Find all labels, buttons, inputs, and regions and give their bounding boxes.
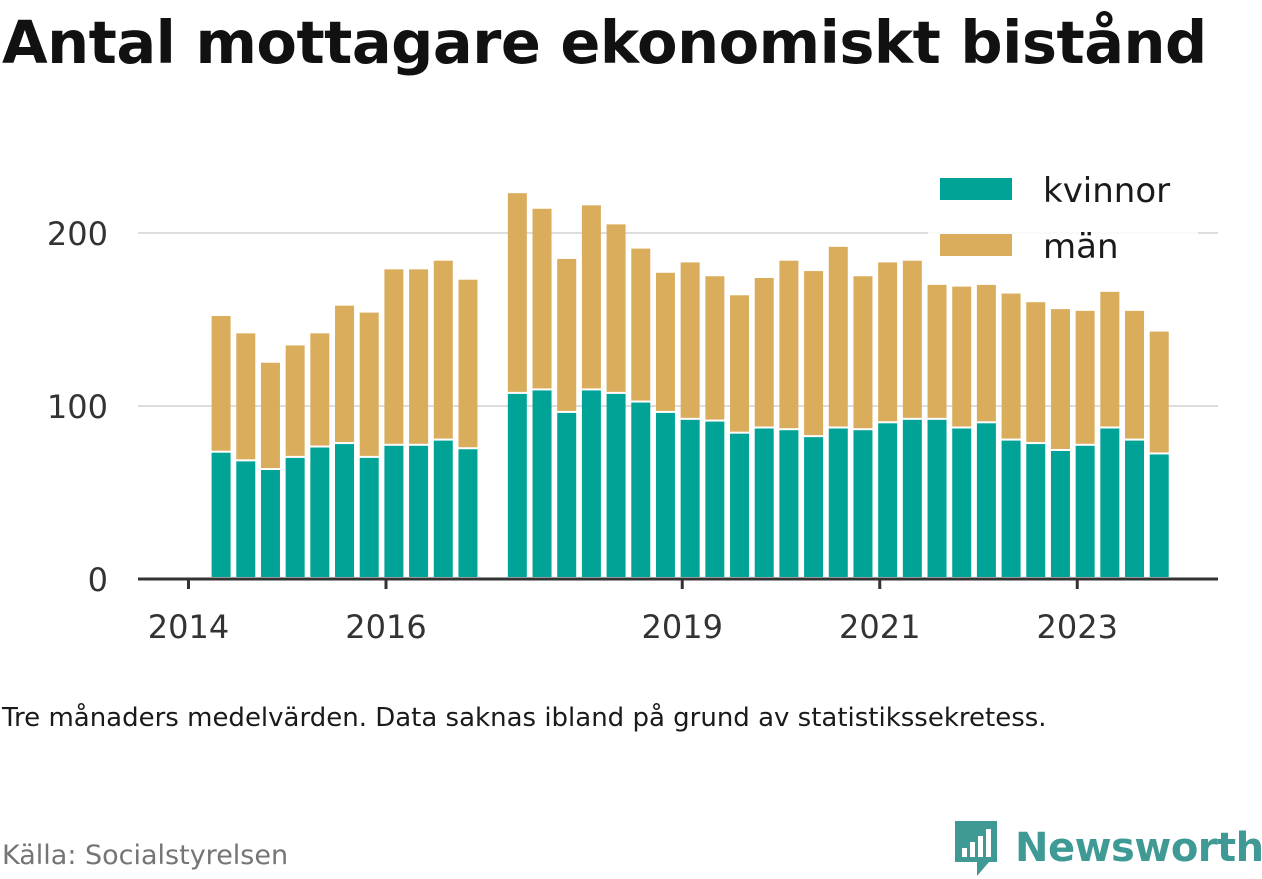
bar-kvinnor [730, 433, 750, 577]
bar-män [631, 248, 651, 401]
bar-kvinnor [754, 428, 774, 577]
bar-kvinnor [828, 428, 848, 577]
bar-kvinnor [1050, 450, 1070, 577]
bar-män [853, 276, 873, 429]
bar-kvinnor [409, 445, 429, 577]
bar-män [359, 312, 379, 456]
bar-män [606, 224, 626, 392]
chart-title: Antal mottagare ekonomiskt bistånd [2, 8, 1207, 77]
x-tick-label: 2023 [1037, 608, 1118, 646]
bar-kvinnor [779, 430, 799, 577]
bar-män [1075, 310, 1095, 444]
bar-män [1001, 293, 1021, 439]
bar-män [754, 277, 774, 427]
bar-män [1050, 309, 1070, 449]
bar-män [557, 258, 577, 411]
brand-name: Newsworthy [1015, 825, 1262, 871]
bar-män [976, 284, 996, 422]
y-axis-ticks: 0 100 200 [47, 215, 108, 599]
bar-män [409, 269, 429, 444]
bar-män [705, 276, 725, 420]
bar-kvinnor [507, 393, 527, 577]
bar-kvinnor [581, 390, 601, 577]
bar-män [927, 284, 947, 418]
bar-kvinnor [310, 447, 330, 577]
x-axis-ticks: 2014 2016 2019 2021 2023 [148, 579, 1118, 646]
bar-kvinnor [260, 470, 280, 577]
bar-kvinnor [606, 393, 626, 577]
x-tick-label: 2019 [642, 608, 723, 646]
bar-män [655, 272, 675, 411]
y-tick-label: 0 [88, 561, 108, 599]
bar-kvinnor [458, 449, 478, 577]
bar-män [384, 269, 404, 444]
bar-kvinnor [952, 428, 972, 577]
stacked-bar-chart: 0 100 200 2014 2016 2019 2021 2023 kvinnor män [47, 171, 1218, 646]
bar-män [952, 286, 972, 427]
bar-kvinnor [804, 437, 824, 577]
bar-män [285, 345, 305, 456]
bar-kvinnor [1149, 454, 1169, 577]
bar-kvinnor [927, 419, 947, 577]
x-tick-label: 2014 [148, 608, 229, 646]
bar-kvinnor [211, 452, 231, 577]
bar-kvinnor [655, 412, 675, 577]
bar-män [236, 333, 256, 460]
bar-kvinnor [384, 445, 404, 577]
bar-män [730, 295, 750, 432]
bar-män [902, 260, 922, 418]
bar-män [779, 260, 799, 429]
bar-kvinnor [1026, 444, 1046, 577]
bar-kvinnor [433, 440, 453, 577]
bar-kvinnor [853, 430, 873, 577]
bar-kvinnor [1001, 440, 1021, 577]
bar-kvinnor [359, 457, 379, 577]
bar-kvinnor [335, 444, 355, 577]
x-tick-label: 2016 [345, 608, 426, 646]
chart-note: Tre månaders medelvärden. Data saknas ib… [2, 703, 1047, 733]
bar-kvinnor [236, 461, 256, 577]
bars [211, 193, 1169, 577]
bar-kvinnor [1075, 445, 1095, 577]
legend-label-män: män [1043, 227, 1119, 267]
bar-kvinnor [902, 419, 922, 577]
bar-kvinnor [557, 412, 577, 577]
bar-män [310, 333, 330, 446]
bar-kvinnor [705, 421, 725, 577]
newsworthy-logo: Newsworthy [951, 818, 1262, 878]
bar-män [878, 262, 898, 422]
bar-män [680, 262, 700, 418]
bar-män [458, 279, 478, 448]
bar-kvinnor [1125, 440, 1145, 577]
y-tick-label: 200 [47, 215, 108, 253]
bar-kvinnor [285, 457, 305, 577]
bar-chart-speech-bubble-icon [955, 821, 997, 876]
bar-män [260, 362, 280, 469]
bar-kvinnor [878, 423, 898, 577]
bar-män [335, 305, 355, 443]
bar-kvinnor [1100, 428, 1120, 577]
bar-män [433, 260, 453, 439]
bar-kvinnor [631, 402, 651, 577]
bar-män [1149, 331, 1169, 453]
bar-män [1026, 302, 1046, 443]
bar-män [1125, 310, 1145, 439]
bar-män [1100, 291, 1120, 427]
y-tick-label: 100 [47, 388, 108, 426]
legend-label-kvinnor: kvinnor [1043, 171, 1170, 211]
legend-swatch-män [940, 234, 1012, 256]
bar-män [211, 316, 231, 451]
legend: kvinnor män [928, 171, 1198, 272]
x-tick-label: 2021 [839, 608, 920, 646]
bar-män [828, 246, 848, 427]
bar-kvinnor [532, 390, 552, 577]
legend-swatch-kvinnor [940, 178, 1012, 200]
bar-män [507, 193, 527, 392]
bar-kvinnor [976, 423, 996, 577]
bar-kvinnor [680, 419, 700, 577]
bar-män [804, 271, 824, 436]
source-text: Källa: Socialstyrelsen [2, 840, 289, 871]
bar-män [581, 205, 601, 389]
bar-män [532, 208, 552, 389]
